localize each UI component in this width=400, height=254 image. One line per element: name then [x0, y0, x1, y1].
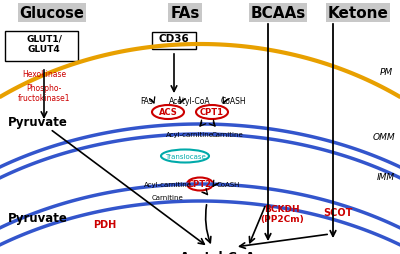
Text: Translocase: Translocase — [165, 153, 205, 159]
Text: Acyl-carnitine: Acyl-carnitine — [166, 132, 214, 137]
Text: IMM: IMM — [377, 172, 395, 181]
Text: OMM: OMM — [372, 133, 395, 141]
FancyBboxPatch shape — [5, 32, 78, 62]
Text: ACS: ACS — [159, 108, 177, 117]
FancyBboxPatch shape — [152, 33, 196, 50]
Text: Glucose: Glucose — [20, 6, 84, 21]
Text: CoASH: CoASH — [220, 97, 246, 106]
Text: Phospho-
fructokinase1: Phospho- fructokinase1 — [18, 84, 70, 103]
Text: Ketone: Ketone — [328, 6, 388, 21]
Ellipse shape — [187, 178, 213, 191]
Text: FAs: FAs — [170, 6, 200, 21]
Ellipse shape — [196, 106, 228, 120]
Text: Acetyl-CoA: Acetyl-CoA — [180, 250, 256, 254]
Text: CD36: CD36 — [159, 34, 189, 44]
Text: CPT1: CPT1 — [200, 108, 224, 117]
Text: Pyruvate: Pyruvate — [8, 211, 68, 224]
Text: PDH: PDH — [93, 219, 117, 229]
Text: CoASH: CoASH — [216, 181, 240, 187]
Text: Pyruvate: Pyruvate — [8, 116, 68, 129]
Text: BCKDH
(PP2Cm): BCKDH (PP2Cm) — [260, 204, 304, 224]
Ellipse shape — [152, 106, 184, 120]
Text: Carnitine: Carnitine — [152, 194, 184, 200]
Text: Hexokinase: Hexokinase — [22, 70, 66, 79]
Text: GLUT1/
GLUT4: GLUT1/ GLUT4 — [26, 35, 62, 54]
Ellipse shape — [161, 150, 209, 163]
Text: Acetyl-CoA: Acetyl-CoA — [169, 97, 211, 106]
Text: Carnitine: Carnitine — [212, 132, 244, 137]
Text: BCAAs: BCAAs — [250, 6, 306, 21]
Text: CPT2: CPT2 — [188, 180, 212, 189]
Text: Acyl-carnitine: Acyl-carnitine — [144, 181, 192, 187]
Text: PM: PM — [380, 68, 393, 77]
Text: FAs: FAs — [140, 97, 154, 106]
Text: SCOT: SCOT — [323, 207, 353, 217]
